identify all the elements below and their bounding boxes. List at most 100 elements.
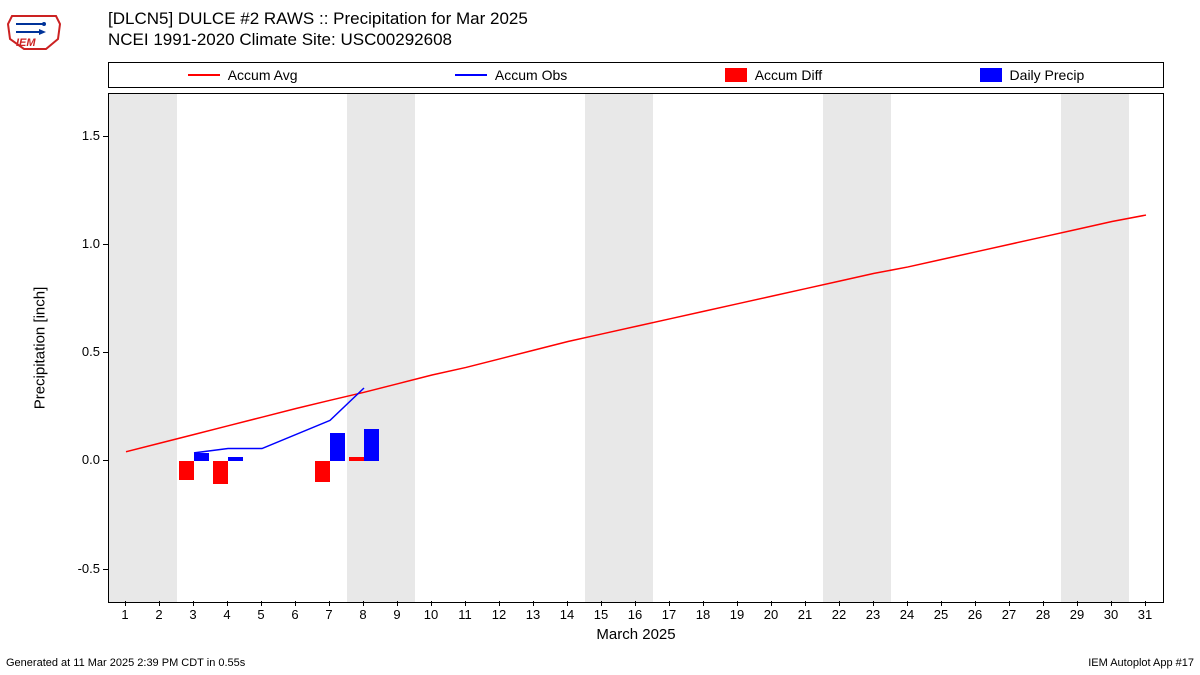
x-tick bbox=[839, 601, 840, 606]
y-axis-label: Precipitation [inch] bbox=[32, 287, 49, 410]
x-tick-label: 28 bbox=[1036, 607, 1050, 622]
y-tick-label: -0.5 bbox=[60, 561, 100, 576]
x-tick-label: 2 bbox=[155, 607, 162, 622]
x-tick-label: 18 bbox=[696, 607, 710, 622]
x-tick bbox=[975, 601, 976, 606]
legend-item: Accum Obs bbox=[455, 67, 567, 83]
x-tick bbox=[295, 601, 296, 606]
x-axis-label: March 2025 bbox=[596, 626, 675, 643]
x-tick-label: 7 bbox=[325, 607, 332, 622]
legend: Accum Avg Accum Obs Accum Diff Daily Precip bbox=[108, 62, 1164, 88]
bar bbox=[364, 429, 379, 461]
y-tick bbox=[103, 460, 108, 461]
x-tick bbox=[363, 601, 364, 606]
title-line-2: NCEI 1991-2020 Climate Site: USC00292608 bbox=[108, 29, 528, 50]
legend-item: Accum Diff bbox=[725, 67, 822, 83]
y-tick bbox=[103, 352, 108, 353]
chart-title: [DLCN5] DULCE #2 RAWS :: Precipitation f… bbox=[108, 8, 528, 51]
x-tick bbox=[635, 601, 636, 606]
x-tick-label: 16 bbox=[628, 607, 642, 622]
x-tick bbox=[1009, 601, 1010, 606]
y-tick bbox=[103, 244, 108, 245]
footer-generated: Generated at 11 Mar 2025 2:39 PM CDT in … bbox=[6, 657, 245, 669]
x-tick-label: 30 bbox=[1104, 607, 1118, 622]
x-tick bbox=[805, 601, 806, 606]
bar bbox=[179, 461, 194, 479]
x-tick-label: 9 bbox=[393, 607, 400, 622]
y-tick-label: 0.5 bbox=[60, 344, 100, 359]
x-tick bbox=[159, 601, 160, 606]
x-tick bbox=[907, 601, 908, 606]
x-tick-label: 23 bbox=[866, 607, 880, 622]
x-tick-label: 21 bbox=[798, 607, 812, 622]
y-tick bbox=[103, 569, 108, 570]
x-tick-label: 6 bbox=[291, 607, 298, 622]
x-tick-label: 14 bbox=[560, 607, 574, 622]
x-tick-label: 10 bbox=[424, 607, 438, 622]
x-tick-label: 19 bbox=[730, 607, 744, 622]
svg-text:IEM: IEM bbox=[16, 37, 36, 49]
x-tick bbox=[703, 601, 704, 606]
x-tick bbox=[1111, 601, 1112, 606]
legend-swatch bbox=[725, 68, 747, 82]
x-tick-label: 26 bbox=[968, 607, 982, 622]
legend-item: Accum Avg bbox=[188, 67, 298, 83]
series-line bbox=[126, 215, 1146, 452]
title-line-1: [DLCN5] DULCE #2 RAWS :: Precipitation f… bbox=[108, 8, 528, 29]
x-tick bbox=[1145, 601, 1146, 606]
x-tick-label: 20 bbox=[764, 607, 778, 622]
y-tick-label: 1.0 bbox=[60, 236, 100, 251]
x-tick bbox=[499, 601, 500, 606]
legend-label: Accum Avg bbox=[228, 67, 298, 83]
x-tick-label: 4 bbox=[223, 607, 230, 622]
x-tick bbox=[431, 601, 432, 606]
x-tick-label: 12 bbox=[492, 607, 506, 622]
x-tick-label: 13 bbox=[526, 607, 540, 622]
x-tick-label: 29 bbox=[1070, 607, 1084, 622]
y-tick-label: 1.5 bbox=[60, 128, 100, 143]
x-tick-label: 31 bbox=[1138, 607, 1152, 622]
x-tick-label: 22 bbox=[832, 607, 846, 622]
x-tick bbox=[397, 601, 398, 606]
x-tick bbox=[1043, 601, 1044, 606]
x-tick bbox=[125, 601, 126, 606]
bar bbox=[194, 453, 209, 462]
x-tick bbox=[669, 601, 670, 606]
x-tick-label: 25 bbox=[934, 607, 948, 622]
bar bbox=[213, 461, 228, 484]
x-tick bbox=[873, 601, 874, 606]
x-tick-label: 5 bbox=[257, 607, 264, 622]
bar bbox=[330, 433, 345, 461]
x-tick-label: 11 bbox=[458, 607, 472, 622]
x-tick-label: 8 bbox=[359, 607, 366, 622]
x-tick-label: 17 bbox=[662, 607, 676, 622]
iem-logo: IEM bbox=[4, 4, 64, 54]
legend-label: Accum Obs bbox=[495, 67, 567, 83]
x-tick bbox=[567, 601, 568, 606]
x-tick-label: 1 bbox=[121, 607, 128, 622]
x-tick bbox=[193, 601, 194, 606]
x-tick bbox=[533, 601, 534, 606]
x-tick bbox=[261, 601, 262, 606]
x-tick bbox=[329, 601, 330, 606]
legend-swatch bbox=[980, 68, 1002, 82]
legend-label: Daily Precip bbox=[1010, 67, 1085, 83]
y-tick-label: 0.0 bbox=[60, 452, 100, 467]
x-tick bbox=[601, 601, 602, 606]
y-tick bbox=[103, 136, 108, 137]
x-tick bbox=[227, 601, 228, 606]
x-tick-label: 15 bbox=[594, 607, 608, 622]
bar bbox=[228, 457, 243, 461]
plot-area bbox=[108, 93, 1164, 603]
bar bbox=[315, 461, 330, 481]
footer-app: IEM Autoplot App #17 bbox=[1088, 657, 1194, 669]
x-tick-label: 3 bbox=[189, 607, 196, 622]
bar bbox=[349, 457, 364, 461]
x-tick bbox=[941, 601, 942, 606]
x-tick bbox=[737, 601, 738, 606]
legend-swatch bbox=[455, 74, 487, 76]
x-tick bbox=[1077, 601, 1078, 606]
legend-swatch bbox=[188, 74, 220, 76]
legend-item: Daily Precip bbox=[980, 67, 1085, 83]
x-tick bbox=[771, 601, 772, 606]
